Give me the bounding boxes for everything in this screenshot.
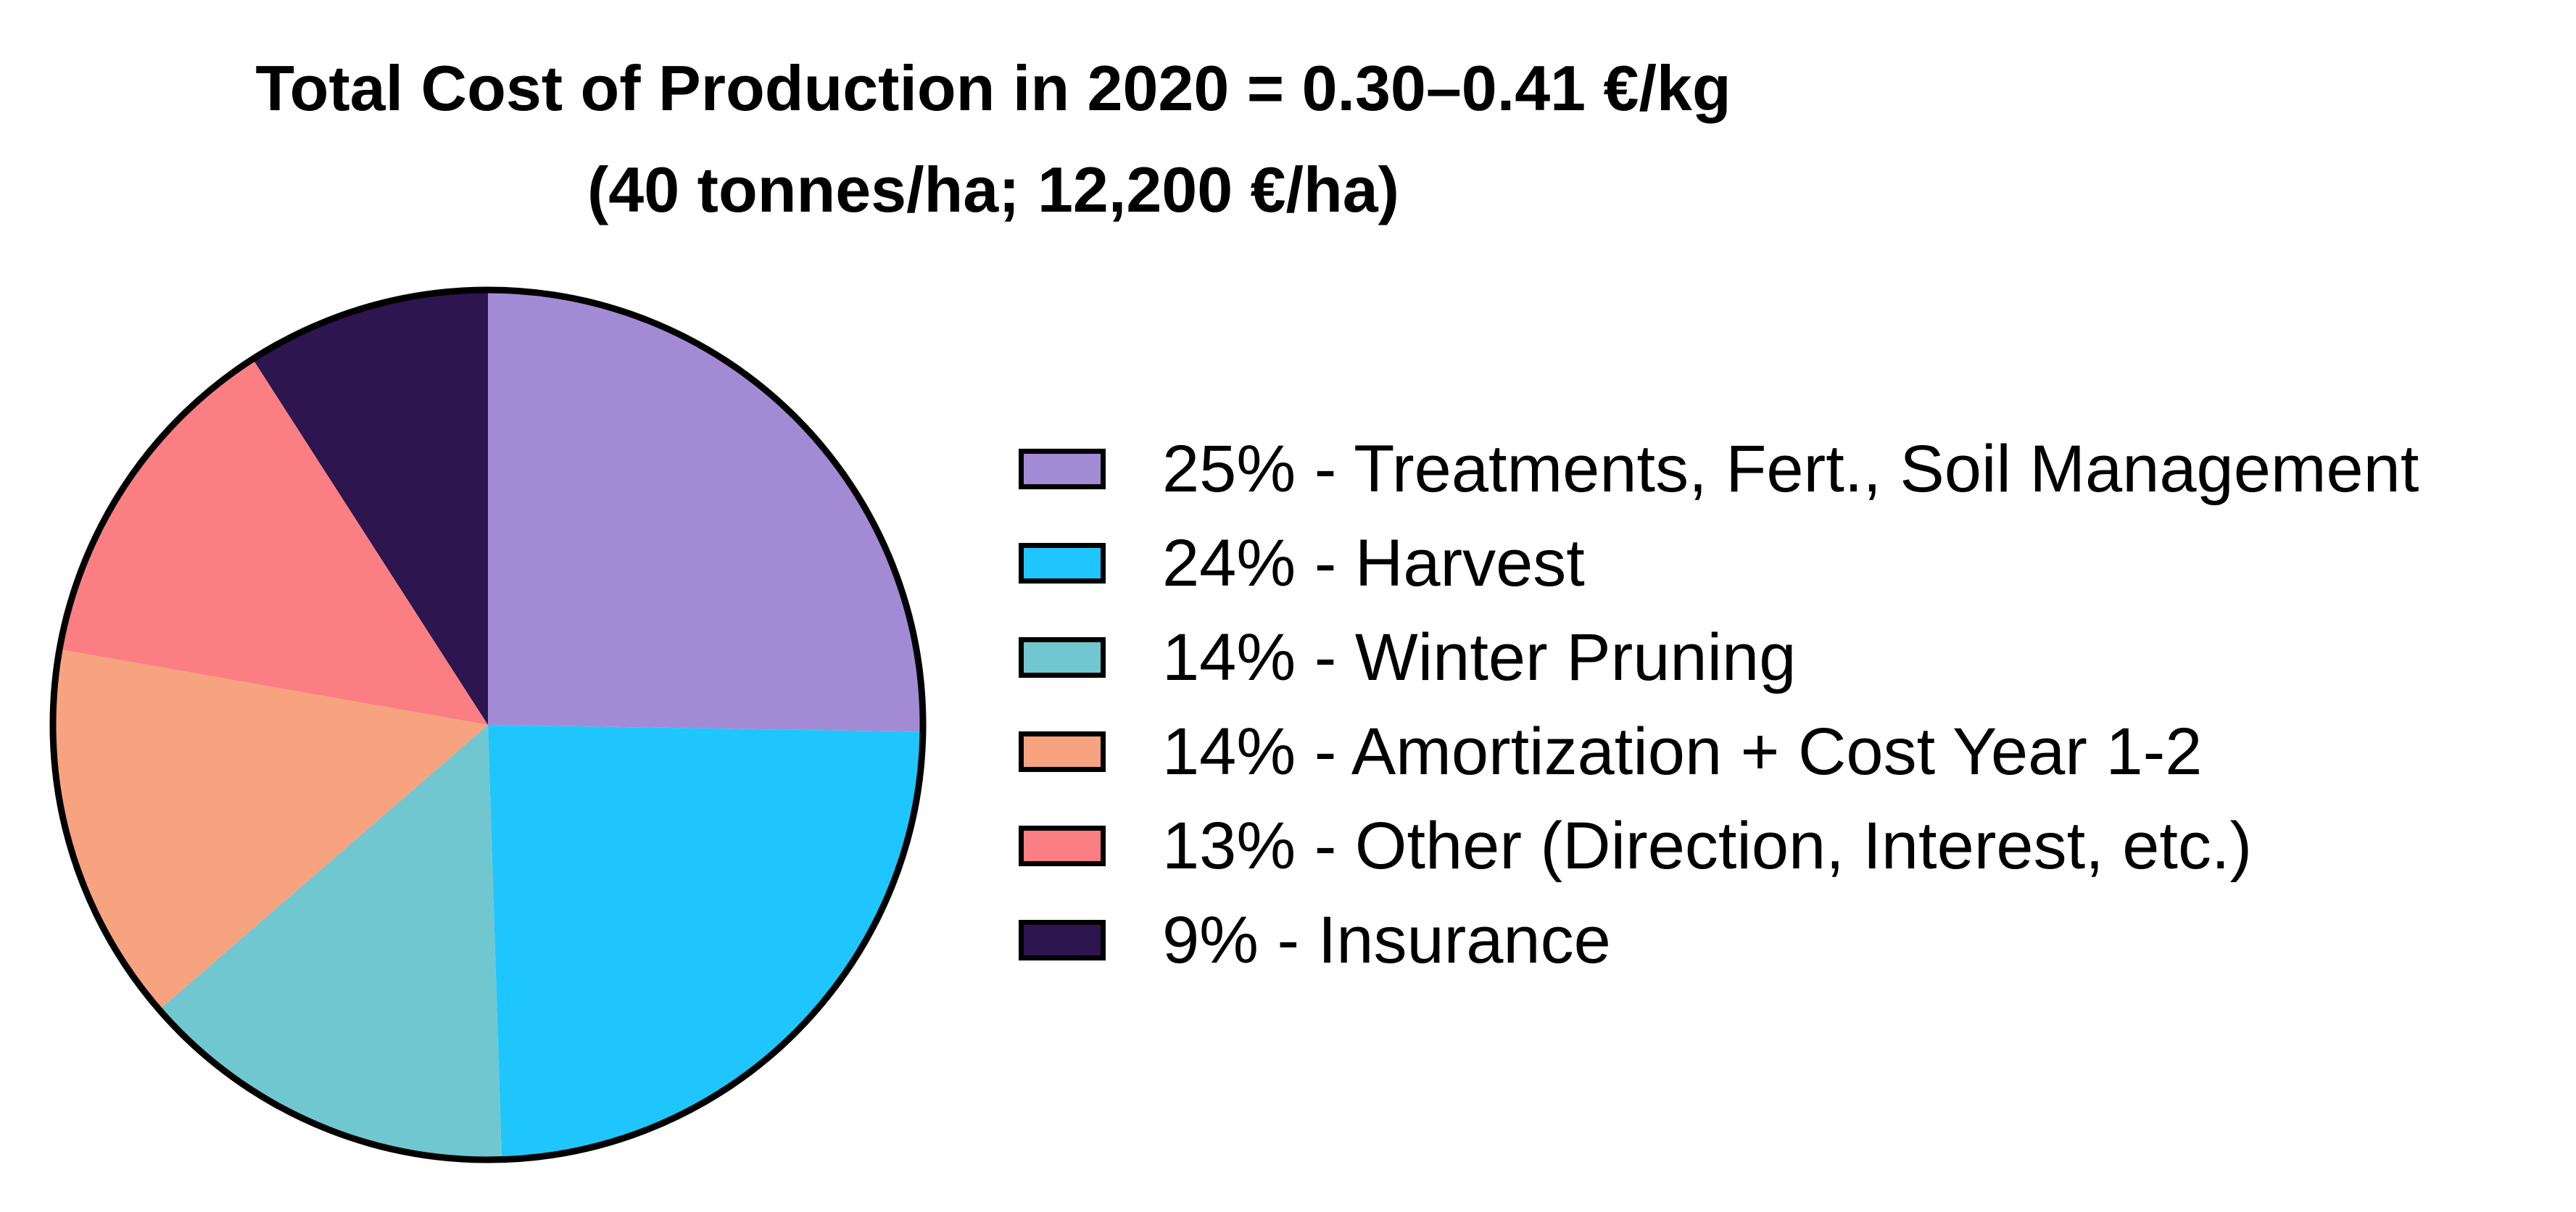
legend-item: 13% - Other (Direction, Interest, etc.) <box>1019 799 2419 893</box>
legend-label: 9% - Insurance <box>1162 903 1611 977</box>
pie-slice <box>159 725 502 1160</box>
pie-slice <box>252 290 488 725</box>
legend-label: 24% - Harvest <box>1162 526 1585 600</box>
legend-swatch <box>1019 826 1106 866</box>
legend-swatch <box>1019 543 1106 584</box>
legend-item: 9% - Insurance <box>1019 893 2419 987</box>
legend-label: 25% - Treatments, Fert., Soil Management <box>1162 432 2419 506</box>
legend-item: 14% - Winter Pruning <box>1019 610 2419 705</box>
legend-label: 14% - Amortization + Cost Year 1-2 <box>1162 715 2203 789</box>
legend-item: 25% - Treatments, Fert., Soil Management <box>1019 422 2419 516</box>
chart-legend: 25% - Treatments, Fert., Soil Management… <box>1019 422 2419 987</box>
legend-label: 14% - Winter Pruning <box>1162 620 1797 694</box>
chart-title: Total Cost of Production in 2020 = 0.30–… <box>255 52 1731 124</box>
pie-outline <box>49 286 927 1163</box>
pie-slice <box>53 649 489 1010</box>
legend-swatch <box>1019 449 1106 489</box>
chart-title-block: Total Cost of Production in 2020 = 0.30–… <box>0 38 1987 241</box>
legend-swatch <box>1019 920 1106 960</box>
pie-slice <box>488 290 923 732</box>
legend-swatch <box>1019 731 1106 772</box>
legend-label: 13% - Other (Direction, Interest, etc.) <box>1162 809 2253 883</box>
legend-swatch <box>1019 637 1106 678</box>
pie-slice <box>488 725 923 1160</box>
legend-item: 24% - Harvest <box>1019 516 2419 610</box>
pie-slices <box>53 290 923 1160</box>
legend-item: 14% - Amortization + Cost Year 1-2 <box>1019 705 2419 799</box>
chart-subtitle: (40 tonnes/ha; 12,200 €/ha) <box>587 154 1399 225</box>
pie-slice <box>59 359 488 725</box>
